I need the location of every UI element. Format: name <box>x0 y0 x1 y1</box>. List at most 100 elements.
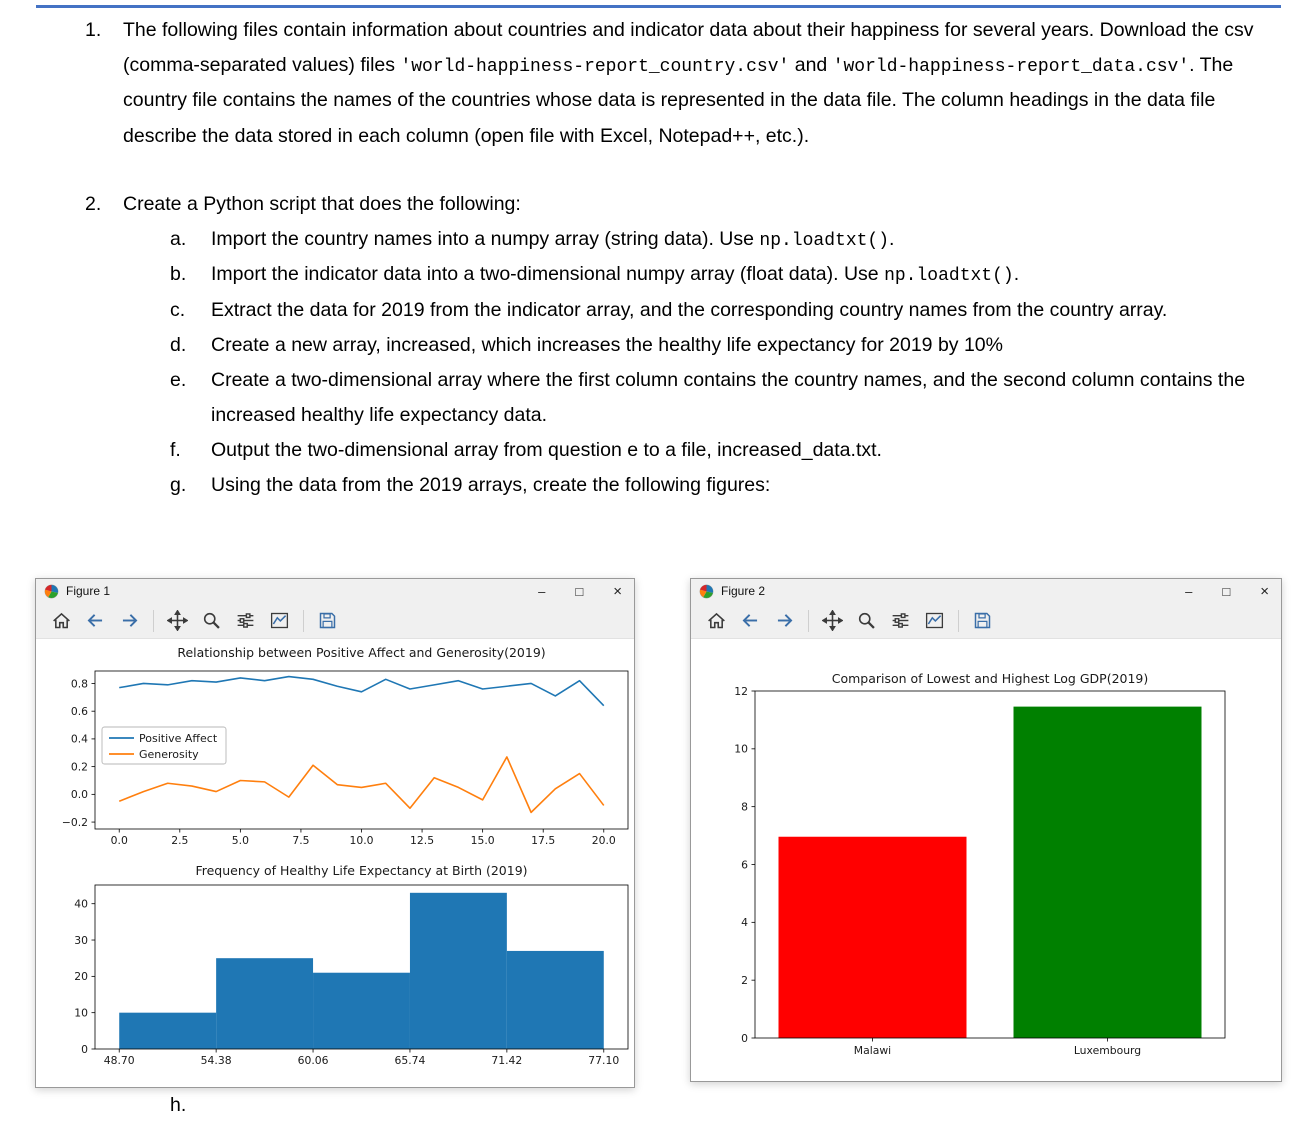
toolbar-separator <box>303 609 304 632</box>
toolbar-separator <box>958 609 959 632</box>
list-letter: b. <box>170 263 187 286</box>
edit-plot-icon <box>270 612 289 629</box>
list-letter: d. <box>170 333 187 356</box>
zoom-icon <box>203 612 220 629</box>
svg-text:0.0: 0.0 <box>71 788 88 801</box>
svg-text:0.2: 0.2 <box>71 760 88 773</box>
sub-list: a. Import the country names into a numpy… <box>170 222 1285 503</box>
home-icon <box>53 612 70 629</box>
assignment-document: 1. The following files contain informati… <box>85 13 1285 503</box>
list-item: b. Import the indicator data into a two-… <box>170 257 1285 292</box>
save-button[interactable] <box>314 607 341 634</box>
list-item: a. Import the country names into a numpy… <box>170 222 1285 257</box>
svg-text:65.74: 65.74 <box>394 1054 425 1067</box>
svg-text:6: 6 <box>741 858 748 871</box>
list-item: f. Output the two-dimensional array from… <box>170 433 1285 468</box>
list-item-2-text: Create a Python script that does the fol… <box>123 192 521 215</box>
back-arrow-icon <box>87 614 103 627</box>
toolbar-separator <box>153 609 154 632</box>
list-letter-h: h. <box>170 1094 187 1116</box>
list-letter: f. <box>170 438 181 461</box>
line-chart: Relationship between Positive Affect and… <box>62 645 629 847</box>
list-letter: c. <box>170 298 186 321</box>
svg-text:0: 0 <box>741 1032 748 1045</box>
pan-button[interactable] <box>164 607 191 634</box>
home-icon <box>708 612 725 629</box>
svg-text:Positive Affect: Positive Affect <box>139 732 218 745</box>
figure2-toolbar <box>691 603 1281 639</box>
figure1-canvas[interactable]: Relationship between Positive Affect and… <box>36 639 634 1087</box>
list-item: d. Create a new array, increased, which … <box>170 328 1285 363</box>
document-top-border <box>36 5 1281 8</box>
zoom-button[interactable] <box>198 607 225 634</box>
forward-arrow-icon <box>777 614 793 627</box>
histogram-chart: Frequency of Healthy Life Expectancy at … <box>74 863 629 1067</box>
svg-text:20.0: 20.0 <box>592 834 616 847</box>
svg-text:71.42: 71.42 <box>491 1054 522 1067</box>
figure1-titlebar[interactable]: Figure 1 – □ × <box>36 579 634 603</box>
matplotlib-logo-icon <box>699 584 714 599</box>
svg-text:−0.2: −0.2 <box>62 816 88 829</box>
back-button[interactable] <box>737 607 764 634</box>
maximize-button[interactable]: □ <box>575 583 584 599</box>
home-button[interactable] <box>703 607 730 634</box>
edit-plot-button[interactable] <box>266 607 293 634</box>
close-button[interactable]: × <box>1260 582 1269 600</box>
code-snippet: np.loadtxt() <box>759 230 890 251</box>
svg-text:77.10: 77.10 <box>588 1054 619 1067</box>
close-button[interactable]: × <box>613 582 622 600</box>
svg-text:Luxembourg: Luxembourg <box>1074 1044 1141 1057</box>
figure2-window: Figure 2 – □ × Comparison of Lowest and … <box>690 578 1282 1082</box>
svg-text:2: 2 <box>741 974 748 987</box>
svg-text:0.0: 0.0 <box>111 834 128 847</box>
svg-text:12.5: 12.5 <box>410 834 434 847</box>
svg-text:0.6: 0.6 <box>71 705 88 718</box>
pan-button[interactable] <box>819 607 846 634</box>
filename-code: 'world-happiness-report_country.csv' <box>400 57 790 78</box>
list-letter: g. <box>170 474 187 497</box>
forward-button[interactable] <box>771 607 798 634</box>
svg-text:5.0: 5.0 <box>232 834 249 847</box>
svg-text:12: 12 <box>734 685 748 698</box>
svg-text:Relationship between Positive: Relationship between Positive Affect and… <box>177 645 545 660</box>
window-controls: – □ × <box>538 584 622 599</box>
svg-text:8: 8 <box>741 800 748 813</box>
list-item: e. Create a two-dimensional array where … <box>170 363 1285 433</box>
back-arrow-icon <box>742 614 758 627</box>
configure-subplots-icon <box>892 613 909 628</box>
forward-arrow-icon <box>122 614 138 627</box>
svg-text:17.5: 17.5 <box>531 834 555 847</box>
svg-text:30: 30 <box>74 934 88 947</box>
zoom-button[interactable] <box>853 607 880 634</box>
edit-plot-icon <box>925 612 944 629</box>
configure-subplots-icon <box>237 613 254 628</box>
back-button[interactable] <box>82 607 109 634</box>
toolbar-separator <box>808 609 809 632</box>
svg-text:7.5: 7.5 <box>292 834 309 847</box>
edit-plot-button[interactable] <box>921 607 948 634</box>
save-button[interactable] <box>969 607 996 634</box>
minimize-button[interactable]: – <box>1185 583 1193 599</box>
svg-text:10: 10 <box>734 743 748 756</box>
list-item: g. Using the data from the 2019 arrays, … <box>170 468 1285 503</box>
svg-text:Generosity: Generosity <box>139 748 199 761</box>
list-number: 1. <box>85 19 102 41</box>
svg-text:4: 4 <box>741 916 748 929</box>
list-item-2: 2. Create a Python script that does the … <box>85 187 1285 503</box>
svg-text:48.70: 48.70 <box>104 1054 135 1067</box>
configure-subplots-button[interactable] <box>887 607 914 634</box>
svg-text:Malawi: Malawi <box>854 1044 891 1057</box>
svg-text:0: 0 <box>81 1043 88 1056</box>
forward-button[interactable] <box>116 607 143 634</box>
save-icon <box>974 612 991 629</box>
figure2-titlebar[interactable]: Figure 2 – □ × <box>691 579 1281 603</box>
pan-icon <box>822 610 843 631</box>
zoom-icon <box>858 612 875 629</box>
configure-subplots-button[interactable] <box>232 607 259 634</box>
figure2-canvas[interactable]: Comparison of Lowest and Highest Log GDP… <box>691 639 1281 1081</box>
minimize-button[interactable]: – <box>538 583 546 599</box>
maximize-button[interactable]: □ <box>1222 583 1231 599</box>
matplotlib-logo-icon <box>44 584 59 599</box>
home-button[interactable] <box>48 607 75 634</box>
svg-text:40: 40 <box>74 898 88 911</box>
